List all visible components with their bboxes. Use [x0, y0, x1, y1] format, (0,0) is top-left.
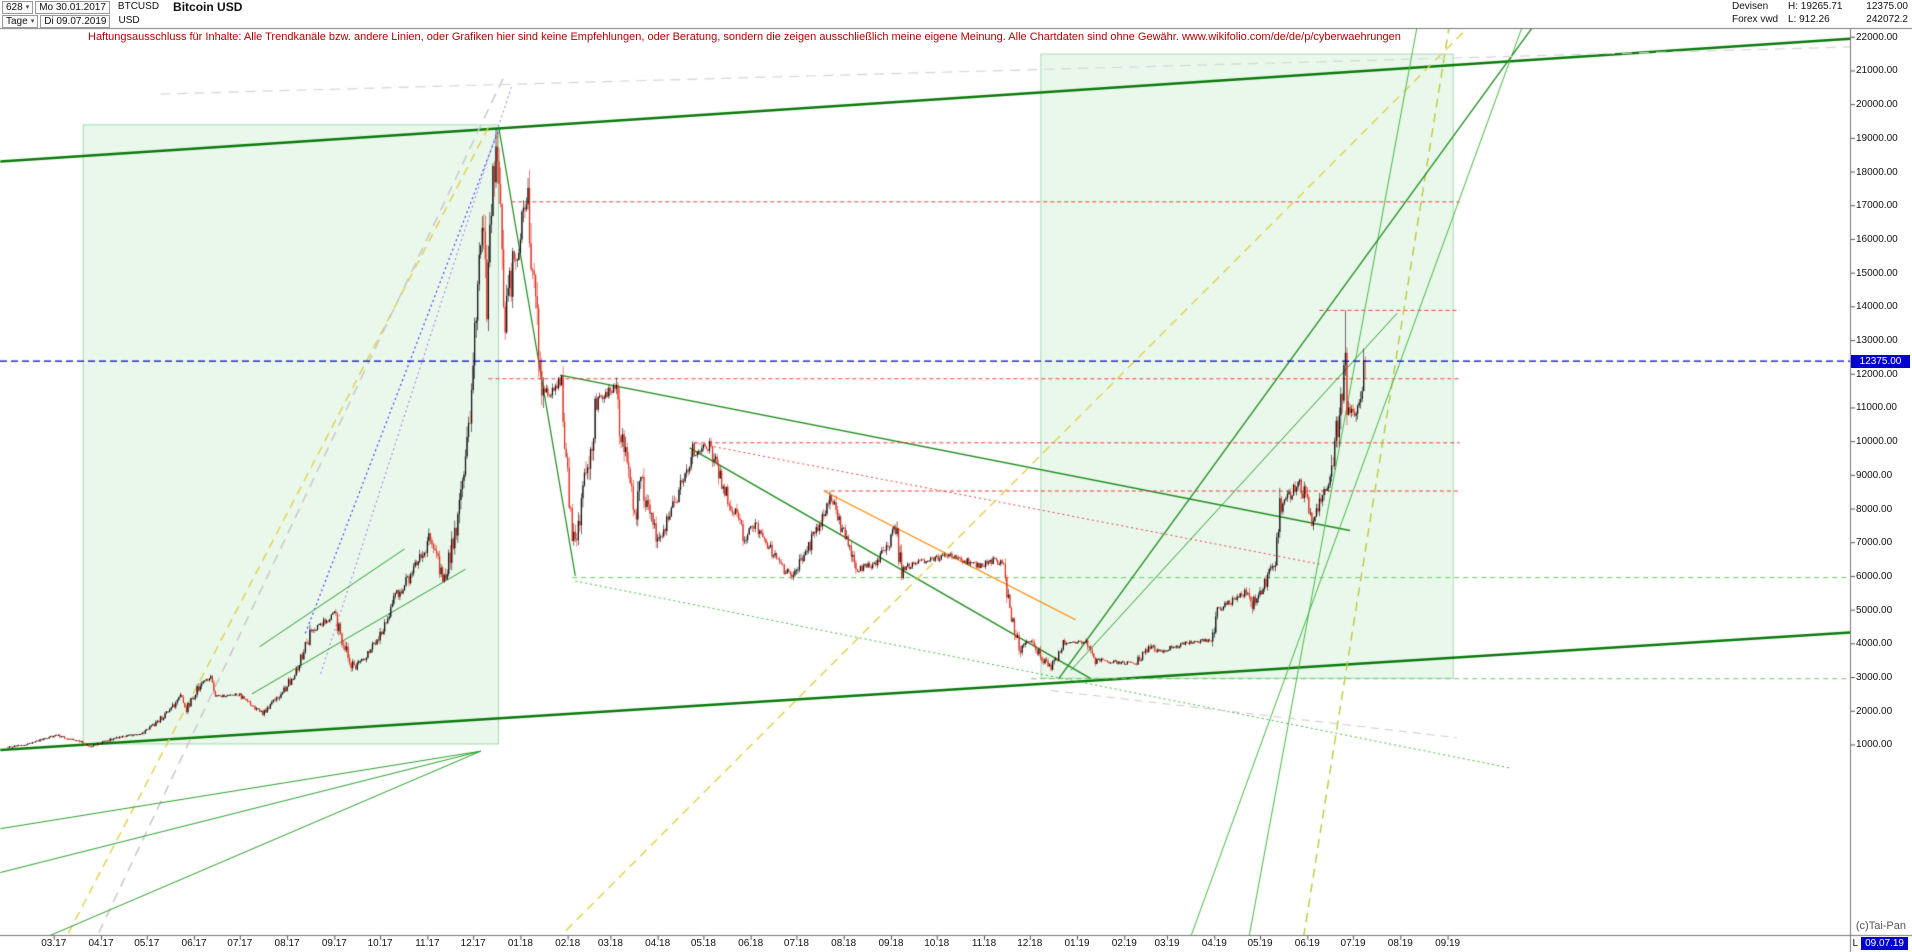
price-axis-label: 17000.00	[1856, 200, 1898, 212]
current-price-tag: 12375.00	[1851, 354, 1910, 368]
disclaimer-text: Haftungsausschluss für Inhalte: Alle Tre…	[88, 31, 1401, 43]
time-axis-label: 09.18	[878, 938, 904, 949]
turnover-value: 242072.2	[1866, 14, 1908, 25]
time-axis-label: 10.18	[924, 938, 950, 949]
time-axis-label: 07.18	[783, 938, 809, 949]
last-price-value: 12375.00	[1866, 1, 1908, 12]
price-axis-label: 15000.00	[1856, 267, 1898, 279]
price-axis-label: 9000.00	[1856, 469, 1893, 481]
price-axis-label: 19000.00	[1856, 132, 1898, 144]
time-axis-label: 06.18	[738, 938, 764, 949]
time-axis-label: 03.18	[597, 938, 623, 949]
last-date-box: 09.07.19	[1861, 937, 1908, 950]
bars-count-dropdown[interactable]: 628 ▾	[2, 1, 34, 14]
price-axis-label: 20000.00	[1856, 99, 1898, 111]
bars-count-value: 628	[6, 2, 23, 13]
time-axis-label: 04.17	[88, 938, 114, 949]
price-axis-label: 7000.00	[1856, 537, 1893, 549]
feed-name-2: Forex vwd	[1732, 14, 1779, 25]
time-axis-label: 06.17	[181, 938, 207, 949]
time-axis-label: 10.17	[367, 938, 393, 949]
end-date-field[interactable]: Di 09.07.2019	[40, 15, 111, 28]
time-axis-label: 06.19	[1294, 938, 1320, 949]
toolbar: 628 ▾ Mo 30.01.2017 BTCUSD Bitcoin USD T…	[2, 0, 242, 28]
time-axis-label: 02.19	[1111, 938, 1137, 949]
time-axis-label: 07.17	[227, 938, 253, 949]
time-axis-label: 01.18	[507, 938, 533, 949]
period-value: Tage	[6, 16, 28, 27]
time-axis-label: 02.18	[555, 938, 581, 949]
time-axis-label: 07.19	[1340, 938, 1366, 949]
price-axis-label: 11000.00	[1856, 402, 1897, 414]
time-axis-label: 05.18	[690, 938, 716, 949]
price-axis-label: 12000.00	[1856, 368, 1898, 380]
last-date-prefix: L	[1852, 938, 1859, 949]
price-axis-label: 10000.00	[1856, 436, 1898, 448]
price-axis-label: 21000.00	[1856, 65, 1898, 77]
chart-title: Bitcoin USD	[173, 0, 243, 14]
symbol-label: BTCUSD	[117, 1, 160, 12]
time-axis-label: 01.19	[1064, 938, 1090, 949]
time-axis-label: 03.19	[1154, 938, 1180, 949]
time-axis-label: 11.17	[415, 938, 440, 949]
chevron-down-icon: ▾	[30, 18, 35, 25]
price-axis-label: 1000.00	[1856, 739, 1893, 751]
price-axis-label: 2000.00	[1856, 705, 1893, 717]
price-axis-label: 4000.00	[1856, 638, 1893, 650]
time-axis-label: 04.18	[645, 938, 671, 949]
chevron-down-icon: ▾	[25, 4, 30, 11]
time-axis-label: 03.17	[41, 938, 67, 949]
time-axis-label: 12.17	[460, 938, 486, 949]
price-axis-label: 6000.00	[1856, 570, 1893, 582]
feed-info: Devisen H: 19265.71 12375.00 Forex vwd L…	[1732, 1, 1908, 27]
period-dropdown[interactable]: Tage ▾	[2, 15, 39, 28]
time-axis-label: 09.19	[1435, 938, 1461, 949]
price-axis-label: 13000.00	[1856, 335, 1898, 347]
price-axis-label: 16000.00	[1856, 233, 1898, 245]
start-date-field[interactable]: Mo 30.01.2017	[35, 1, 110, 14]
currency-label: USD	[118, 15, 140, 26]
feed-name: Devisen	[1732, 1, 1769, 12]
period-high-value: H: 19265.71	[1788, 1, 1843, 12]
price-axis-label: 14000.00	[1856, 301, 1898, 313]
time-axis-label: 05.17	[134, 938, 160, 949]
price-axis-label: 8000.00	[1856, 503, 1893, 515]
time-axis-label: 12.18	[1017, 938, 1043, 949]
time-axis-label: 08.18	[831, 938, 857, 949]
time-axis-label: 09.17	[321, 938, 347, 949]
price-axis-label: 3000.00	[1856, 672, 1893, 684]
price-axis-label: 18000.00	[1856, 166, 1898, 178]
time-axis-label: 04.19	[1201, 938, 1227, 949]
last-date-label: L 09.07.19	[1852, 937, 1908, 950]
time-axis-label: 08.17	[274, 938, 300, 949]
price-axis-label: 5000.00	[1856, 604, 1893, 616]
period-low-value: L: 912.26	[1788, 14, 1830, 25]
time-axis-label: 11.18	[971, 938, 997, 949]
price-axis-label: 22000.00	[1856, 31, 1898, 43]
taipan-watermark: (c)Tai-Pan	[1855, 920, 1906, 932]
time-axis-label: 08.19	[1387, 938, 1413, 949]
time-axis-label: 05.19	[1247, 938, 1273, 949]
